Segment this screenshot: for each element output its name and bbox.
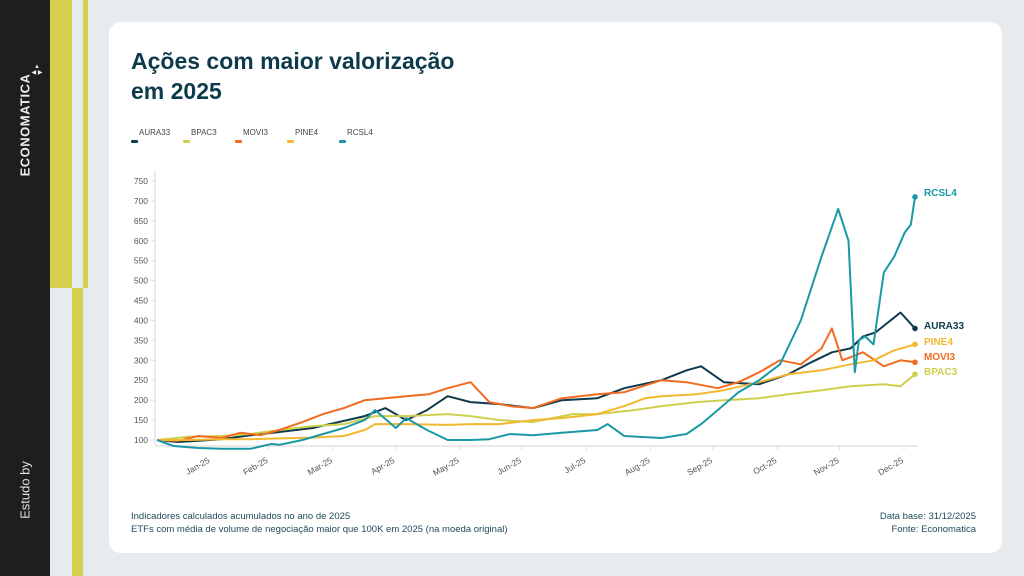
legend-label: PINE4	[295, 128, 319, 137]
series-end-label-rcsl4: RCSL4	[924, 188, 957, 199]
legend-label: BPAC3	[191, 128, 217, 137]
y-tick-label: 700	[134, 196, 148, 206]
legend-item-aura33: AURA33	[131, 128, 183, 146]
series-end-label-movi3: MOVI3	[924, 352, 956, 363]
series-line-movi3	[156, 327, 916, 442]
x-tick-label: Sep-25	[685, 455, 714, 478]
footnotes: Indicadores calculados acumulados no ano…	[131, 510, 508, 536]
y-tick-label: 350	[134, 335, 148, 345]
legend-swatch	[235, 140, 242, 143]
x-tick-label: Apr-25	[369, 455, 396, 477]
series-line-rcsl4	[156, 196, 916, 450]
y-tick-label: 400	[134, 315, 148, 325]
x-tick-label: Nov-25	[812, 455, 841, 477]
decorative-stripe	[83, 0, 88, 288]
x-tick-label: Aug-25	[623, 455, 652, 478]
legend-swatch	[131, 140, 138, 143]
x-tick-label: Mar-25	[306, 455, 335, 477]
title-line-2: em 2025	[131, 78, 222, 104]
chart-card	[109, 22, 1002, 553]
series-end-label-pine4: PINE4	[924, 337, 953, 348]
footnote-1: Indicadores calculados acumulados no ano…	[131, 511, 351, 522]
series-line-pine4	[157, 343, 916, 441]
sidebar: ▲ ◀ ▶ ECONOMATICA Estudo by	[0, 0, 50, 576]
legend-item-movi3: MOVI3	[235, 128, 287, 146]
y-tick-label: 100	[134, 435, 148, 445]
y-tick-label: 500	[134, 276, 148, 286]
legend-item-rcsl4: RCSL4	[339, 128, 391, 146]
legend-label: AURA33	[139, 128, 171, 137]
legend-swatch	[183, 140, 190, 143]
chart-legend: AURA33 BPAC3 MOVI3 PINE4 RCSL4	[131, 128, 391, 146]
x-tick-label: May-25	[431, 455, 461, 478]
logo-arrows-icon: ▲ ◀ ▶	[31, 64, 43, 76]
legend-swatch	[287, 140, 294, 143]
y-tick-label: 600	[134, 236, 148, 246]
decorative-stripe	[50, 0, 72, 288]
y-tick-label: 650	[134, 216, 148, 226]
series-end-label-bpac3: BPAC3	[924, 367, 958, 378]
series-end-marker-pine4	[912, 341, 918, 348]
x-tick-label: Oct-25	[751, 455, 778, 477]
y-tick-label: 200	[134, 395, 148, 405]
y-tick-label: 750	[134, 176, 148, 186]
x-tick-label: Jan-25	[184, 455, 212, 477]
series-end-label-aura33: AURA33	[924, 321, 964, 332]
page-title: Ações com maior valorização em 2025	[131, 46, 454, 106]
x-tick-label: Jun-25	[495, 455, 523, 477]
footnote-2: ETFs com média de volume de negociação m…	[131, 524, 508, 535]
y-tick-label: 450	[134, 296, 148, 306]
x-tick-label: Dec-25	[876, 455, 905, 477]
data-base-date: Data base: 31/12/2025	[879, 511, 976, 522]
series-end-marker-aura33	[912, 325, 918, 332]
y-tick-label: 550	[134, 256, 148, 266]
source-info: Data base: 31/12/2025 Fonte: Economatica	[880, 510, 976, 536]
source-text: Fonte: Economatica	[891, 524, 977, 535]
x-tick-label: Jul-25	[562, 455, 587, 475]
y-tick-label: 150	[134, 415, 148, 425]
decorative-stripe	[72, 288, 83, 576]
series-end-marker-rcsl4	[912, 194, 918, 200]
y-tick-label: 250	[134, 375, 148, 385]
series-line-aura33	[156, 311, 916, 443]
legend-label: RCSL4	[347, 128, 373, 137]
legend-swatch	[339, 140, 346, 143]
x-tick-label: Feb-25	[241, 455, 270, 477]
y-tick-label: 300	[134, 355, 148, 365]
legend-item-bpac3: BPAC3	[183, 128, 235, 146]
legend-item-pine4: PINE4	[287, 128, 339, 146]
series-end-marker-bpac3	[912, 371, 918, 378]
legend-label: MOVI3	[243, 128, 268, 137]
title-line-1: Ações com maior valorização	[131, 48, 455, 74]
series-end-marker-movi3	[912, 359, 918, 366]
